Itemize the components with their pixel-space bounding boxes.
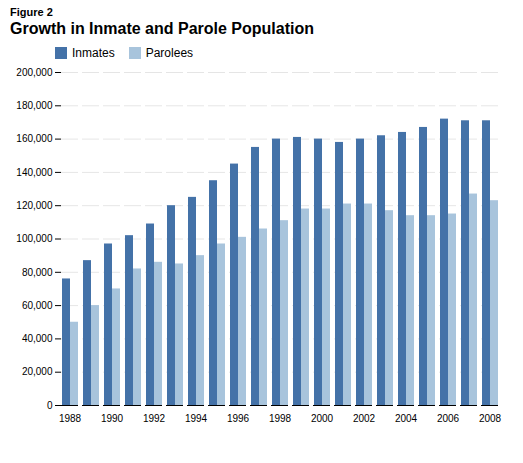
svg-text:40,000: 40,000	[22, 333, 53, 344]
svg-text:20,000: 20,000	[22, 366, 53, 377]
svg-text:1994: 1994	[185, 413, 208, 424]
svg-text:2008: 2008	[479, 413, 502, 424]
svg-text:2004: 2004	[395, 413, 418, 424]
svg-text:1988: 1988	[59, 413, 82, 424]
svg-text:2002: 2002	[353, 413, 376, 424]
html-text:Growth in Inmate and Parole Po: Growth in Inmate and Parole Population	[10, 20, 314, 37]
svg-text:1998: 1998	[269, 413, 292, 424]
svg-text:180,000: 180,000	[16, 100, 53, 111]
svg-text:1990: 1990	[101, 413, 124, 424]
html-text:Figure 2: Figure 2	[10, 6, 53, 18]
svg-text:1992: 1992	[143, 413, 166, 424]
svg-text:200,000: 200,000	[16, 67, 53, 78]
svg-text:120,000: 120,000	[16, 200, 53, 211]
svg-text:160,000: 160,000	[16, 133, 53, 144]
svg-text:0: 0	[47, 400, 53, 411]
svg-text:140,000: 140,000	[16, 167, 53, 178]
svg-text:60,000: 60,000	[22, 300, 53, 311]
svg-text:2000: 2000	[311, 413, 334, 424]
html-text:Parolees: Parolees	[145, 46, 194, 60]
svg-text:2006: 2006	[437, 413, 460, 424]
html-text:Inmates: Inmates	[72, 46, 115, 60]
svg-text:100,000: 100,000	[16, 233, 53, 244]
svg-text:1996: 1996	[227, 413, 250, 424]
svg-text:80,000: 80,000	[22, 267, 53, 278]
